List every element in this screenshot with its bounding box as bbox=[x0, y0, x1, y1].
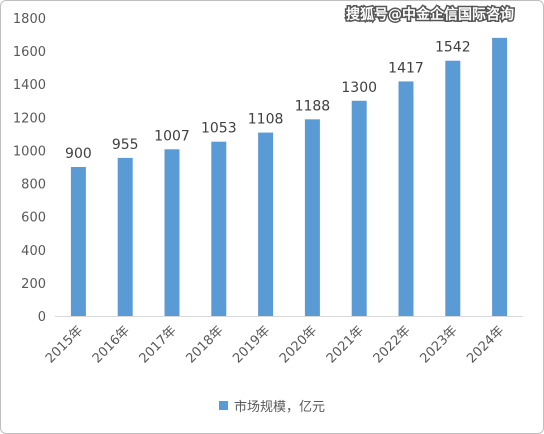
bars bbox=[70, 37, 508, 317]
legend-swatch bbox=[219, 401, 228, 410]
y-tick-label: 1800 bbox=[13, 12, 46, 27]
legend: 市场规模，亿元 bbox=[219, 399, 325, 415]
y-tick-label: 1000 bbox=[13, 144, 46, 159]
data-label: 1108 bbox=[248, 112, 284, 128]
bar bbox=[398, 81, 414, 316]
legend-label: 市场规模，亿元 bbox=[234, 399, 325, 415]
data-label: 955 bbox=[112, 137, 139, 153]
bar bbox=[258, 132, 274, 316]
bar bbox=[117, 157, 133, 316]
y-tick-label: 0 bbox=[38, 310, 46, 325]
data-label: 1300 bbox=[341, 80, 377, 96]
data-label: 1542 bbox=[435, 40, 471, 56]
y-tick-label: 1200 bbox=[13, 111, 46, 126]
data-labels: 900 955 1007 1053 1108 1188 1300 1417 1542 bbox=[65, 40, 471, 162]
x-tick-label: 2023年 bbox=[417, 323, 460, 366]
x-tick-label: 2018年 bbox=[183, 323, 226, 366]
x-tick-label: 2015年 bbox=[43, 323, 86, 366]
x-tick-label: 2022年 bbox=[371, 323, 414, 366]
y-tick-label: 200 bbox=[21, 277, 46, 292]
x-tick-label: 2020年 bbox=[277, 323, 320, 366]
bar bbox=[492, 37, 508, 316]
y-tick-label: 1400 bbox=[13, 78, 46, 93]
bar bbox=[164, 149, 180, 316]
y-tick-label: 400 bbox=[21, 244, 46, 259]
x-tick-label: 2024年 bbox=[464, 323, 507, 366]
bar bbox=[445, 60, 461, 316]
x-tick-label: 2019年 bbox=[230, 323, 273, 366]
x-tick-label: 2016年 bbox=[90, 323, 133, 366]
data-label: 1007 bbox=[154, 128, 190, 144]
bar bbox=[351, 100, 367, 317]
bar bbox=[211, 141, 227, 316]
y-tick-label: 800 bbox=[21, 178, 46, 193]
data-label: 1053 bbox=[201, 121, 237, 137]
data-label: 900 bbox=[65, 146, 92, 162]
data-label: 1188 bbox=[295, 98, 331, 114]
data-label: 1417 bbox=[388, 60, 424, 76]
bar bbox=[70, 167, 86, 316]
watermark: 搜狐号@中金企信国际咨询 bbox=[346, 6, 514, 23]
bar bbox=[304, 119, 320, 316]
y-tick-label: 600 bbox=[21, 211, 46, 226]
x-tick-label: 2021年 bbox=[324, 323, 367, 366]
x-axis: 2015年 2016年 2017年 2018年 2019年 2020年 2021年 2022年… bbox=[43, 316, 523, 366]
x-tick-label: 2017年 bbox=[137, 323, 180, 366]
y-tick-label: 1600 bbox=[13, 45, 46, 60]
y-axis: 0 200 400 600 800 1000 1200 1400 1600 1800 bbox=[13, 12, 46, 325]
